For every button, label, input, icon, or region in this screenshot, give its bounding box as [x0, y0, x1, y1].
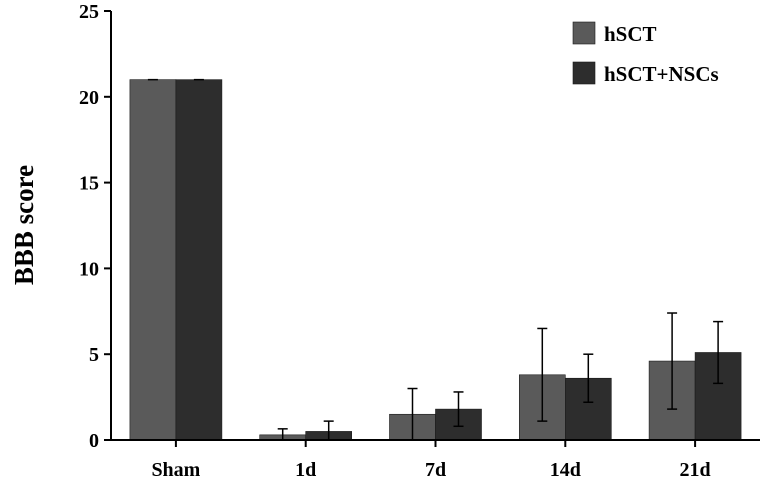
- legend-swatch: [572, 61, 596, 85]
- x-tick-label: 14d: [550, 459, 581, 481]
- x-tick-label: 21d: [680, 459, 711, 481]
- legend-label: hSCT+NSCs: [604, 62, 719, 86]
- legend-swatch: [572, 21, 596, 45]
- y-tick-label: 20: [79, 87, 99, 109]
- x-tick-label: 7d: [425, 459, 446, 481]
- y-tick-label: 5: [89, 344, 99, 366]
- y-tick-label: 25: [79, 1, 99, 23]
- bar-hsct-sham: [129, 79, 177, 441]
- y-tick-label: 15: [79, 173, 99, 195]
- x-ticks: Sham 1d 7d 14d 21d: [151, 440, 711, 481]
- legend: hSCT hSCT+NSCs: [572, 21, 719, 86]
- y-ticks: 0 5 10 15 20 25: [79, 1, 111, 452]
- error-bars-layer: [147, 78, 724, 440]
- legend-label: hSCT: [604, 22, 657, 46]
- y-axis-label: BBB score: [9, 165, 39, 285]
- bars-layer: [129, 79, 742, 441]
- bar-hsct-nscs-sham: [175, 79, 223, 441]
- x-tick-label: Sham: [151, 459, 200, 481]
- y-tick-label: 0: [89, 430, 99, 452]
- y-tick-label: 10: [79, 258, 99, 280]
- x-tick-label: 1d: [295, 459, 316, 481]
